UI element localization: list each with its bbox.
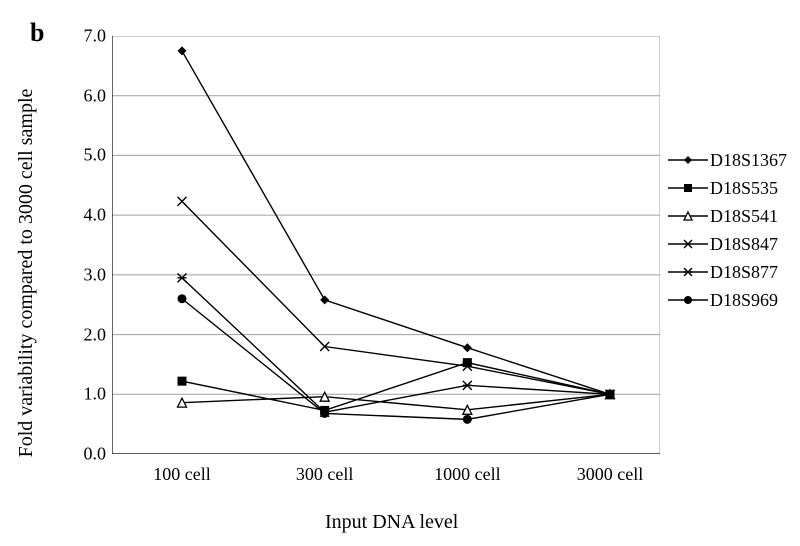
legend-item: D18S969 [668,286,787,314]
legend-item: D18S1367 [668,146,787,174]
legend-swatch [668,153,708,167]
ytick-label: 6.0 [84,85,113,106]
legend-item: D18S847 [668,230,787,258]
legend-swatch [668,293,708,307]
legend-label: D18S877 [710,262,778,283]
plot-area: 0.01.02.03.04.05.06.07.0 100 cell300 cel… [112,36,660,454]
legend-label: D18S847 [710,234,778,255]
legend-swatch [668,181,708,195]
x-axis-label: Input DNA level [325,511,458,534]
figure: b Fold variability compared to 3000 cell… [0,0,800,546]
legend-label: D18S1367 [710,150,787,171]
xtick-label: 100 cell [153,454,210,485]
y-axis-label: Fold variability compared to 3000 cell s… [15,89,38,458]
legend-swatch [668,265,708,279]
ytick-label: 2.0 [84,324,113,345]
xtick-label: 3000 cell [577,454,643,485]
legend-label: D18S541 [710,206,778,227]
legend-label: D18S969 [710,290,778,311]
legend-item: D18S877 [668,258,787,286]
ytick-label: 1.0 [84,384,113,405]
legend-item: D18S541 [668,202,787,230]
ytick-label: 4.0 [84,205,113,226]
chart-svg [112,36,660,454]
legend-swatch [668,209,708,223]
legend: D18S1367 D18S535 D18S541 D18S847 D18S877 D18S… [668,146,787,314]
ytick-label: 7.0 [84,26,113,47]
ytick-label: 3.0 [84,264,113,285]
legend-swatch [668,237,708,251]
xtick-label: 1000 cell [434,454,500,485]
ytick-label: 5.0 [84,145,113,166]
xtick-label: 300 cell [296,454,353,485]
legend-label: D18S535 [710,178,778,199]
panel-label: b [30,18,44,48]
ytick-label: 0.0 [84,444,113,465]
legend-item: D18S535 [668,174,787,202]
